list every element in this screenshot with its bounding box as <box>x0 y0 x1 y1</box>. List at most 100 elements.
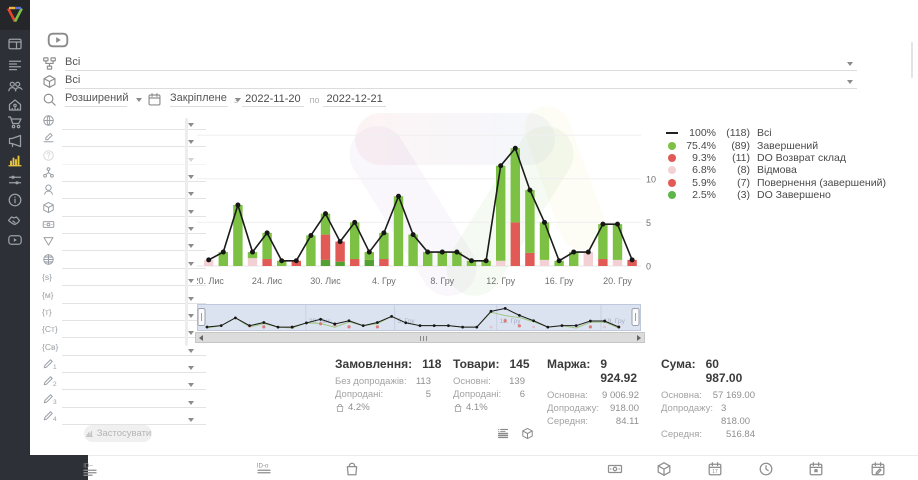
sidebar-item-dashboard[interactable] <box>7 36 23 52</box>
bag-icon <box>335 403 345 413</box>
help-video-button[interactable] <box>46 28 70 48</box>
svg-text:10: 10 <box>646 174 656 184</box>
legend-item[interactable]: 5.9% (7) Повернення (завершений) <box>664 177 886 189</box>
utm-sv-select[interactable] <box>62 354 206 356</box>
legend-pct: 75.4% <box>686 139 716 152</box>
payment-select[interactable] <box>62 233 206 235</box>
sidebar-item-customers[interactable] <box>7 78 23 94</box>
sidebar-item-orders[interactable] <box>7 57 23 73</box>
banknote-icon <box>42 218 56 232</box>
signature-select[interactable] <box>62 146 206 148</box>
sidebar-item-analytics[interactable] <box>7 152 23 168</box>
calendar-box-icon <box>809 462 823 476</box>
bottom-toolbar-id-primary[interactable]: ID– <box>82 461 98 477</box>
globe-grid-icon <box>43 254 54 265</box>
org-tree-icon <box>42 166 56 180</box>
calendar-icon <box>147 92 162 107</box>
stat-sub-label: Допродані: <box>335 389 384 400</box>
view-toggle-cube-icon[interactable] <box>521 427 534 440</box>
calendar-edit-icon <box>871 462 885 476</box>
sidebar-item-procurement[interactable] <box>7 114 23 130</box>
bottom-toolbar-date-created[interactable]: 17 <box>707 461 723 477</box>
chevron-down-icon <box>188 175 194 180</box>
filter-row-custom-1: 1 <box>40 357 206 373</box>
filter-row-utm-m: {м} <box>40 288 206 304</box>
scroll-grip[interactable] <box>420 336 427 341</box>
legend-item[interactable]: 75.4% (89) Завершений <box>664 139 886 152</box>
legend-label: Всі <box>757 127 772 140</box>
bottom-toolbar-date-edited[interactable] <box>870 461 886 477</box>
org-tree-icon <box>43 167 54 178</box>
chart-minimap[interactable]: 28. Лис 5. Гру 12. Гру 19. Гру <box>197 304 641 337</box>
country-select[interactable] <box>62 129 206 130</box>
sidebar-item-partners[interactable] <box>7 212 23 228</box>
signature-icon <box>43 133 54 143</box>
svg-text:24. Лис: 24. Лис <box>252 276 283 286</box>
view-toggle-list-dense-icon[interactable] <box>497 427 510 440</box>
structure-filter-select[interactable]: Всі <box>65 56 857 71</box>
bottom-toolbar-id-secondary[interactable]: ID-о <box>256 461 272 477</box>
search-mode-select[interactable]: Розширений <box>65 92 143 107</box>
chart-hscrollbar[interactable] <box>195 332 645 343</box>
utm-t-select[interactable] <box>62 319 206 321</box>
legend-label: Завершений <box>757 139 819 152</box>
browser-icon <box>8 38 22 50</box>
scroll-left-icon[interactable] <box>199 334 203 341</box>
legend-dot-marker <box>668 178 676 187</box>
app-logo[interactable] <box>0 0 30 30</box>
stat-title: Маржа: <box>547 357 591 371</box>
legend-item[interactable]: 6.8% (8) Відмова <box>664 164 886 176</box>
bottom-toolbar-bag[interactable] <box>344 461 360 477</box>
scroll-right-icon[interactable] <box>637 334 641 341</box>
period-type-select[interactable]: Закріплене <box>170 92 241 107</box>
custom-3-select[interactable] <box>62 406 206 408</box>
product-filter-value: Всі <box>65 74 81 86</box>
legend-label: Повернення (завершений) <box>757 176 886 189</box>
sidebar-item-company[interactable] <box>7 97 23 113</box>
sidebar-item-marketing[interactable] <box>7 133 23 149</box>
chevron-down-icon <box>188 192 194 197</box>
apply-button[interactable]: Застосувати <box>84 425 152 442</box>
bottom-toolbar-time[interactable] <box>758 461 774 477</box>
product-filter-select[interactable]: Всі <box>65 74 857 89</box>
sidebar-item-info[interactable] <box>7 192 23 208</box>
page-scrollbar[interactable] <box>911 42 913 78</box>
unknown-select[interactable] <box>62 163 206 165</box>
product-select[interactable] <box>62 215 206 217</box>
pencil-icon <box>42 392 56 406</box>
legend-item[interactable]: 100% (118) Всі <box>664 127 886 139</box>
utm-m-select[interactable] <box>62 302 206 304</box>
video-play-icon <box>47 32 69 48</box>
filter-row-utm-t: {т} <box>40 305 206 321</box>
structure-filter: Всі <box>42 56 857 71</box>
sidebar-item-tutorials[interactable] <box>7 232 23 248</box>
clock-icon <box>759 462 773 476</box>
funnel-icon <box>43 237 54 247</box>
structure-select[interactable] <box>62 181 206 183</box>
svg-text:17: 17 <box>712 469 718 475</box>
source-select[interactable] <box>62 267 206 269</box>
funnel-select[interactable] <box>62 250 206 252</box>
utm-s-select[interactable] <box>62 285 206 287</box>
date-from-input[interactable]: 2022-11-20 <box>242 93 304 107</box>
filter-panel-scrollbar[interactable] <box>185 118 188 346</box>
custom-2-select[interactable] <box>62 389 206 391</box>
legend-item[interactable]: 9.3% (11) DO Возврат склад <box>664 152 886 164</box>
legend-item[interactable]: 2.5% (3) DO Завершено <box>664 189 886 201</box>
date-to-input[interactable]: 2022-12-21 <box>323 93 386 107</box>
filter-row-utm-sv: {Св} <box>40 340 206 356</box>
bottom-toolbar-product[interactable] <box>656 461 672 477</box>
stat-sub-value: 516.84 <box>725 429 755 440</box>
bottom-toolbar-money[interactable] <box>607 461 623 477</box>
stat-sub-label: Середня: <box>547 416 589 427</box>
manager-select[interactable] <box>62 198 206 200</box>
custom-1-select[interactable] <box>62 371 206 373</box>
sidebar-item-settings[interactable] <box>7 172 23 188</box>
orders-chart[interactable]: 0 5 10 20. Лис 24. Лис 30. Лис 4. Гру 8. Гру 12.… <box>193 113 659 300</box>
utm-st-select[interactable] <box>62 337 206 339</box>
stat-sub-label: Основні: <box>453 376 491 387</box>
custom-4-select[interactable] <box>62 423 206 425</box>
bottom-toolbar-date-packed[interactable] <box>808 461 824 477</box>
filter-row-source <box>40 253 206 269</box>
